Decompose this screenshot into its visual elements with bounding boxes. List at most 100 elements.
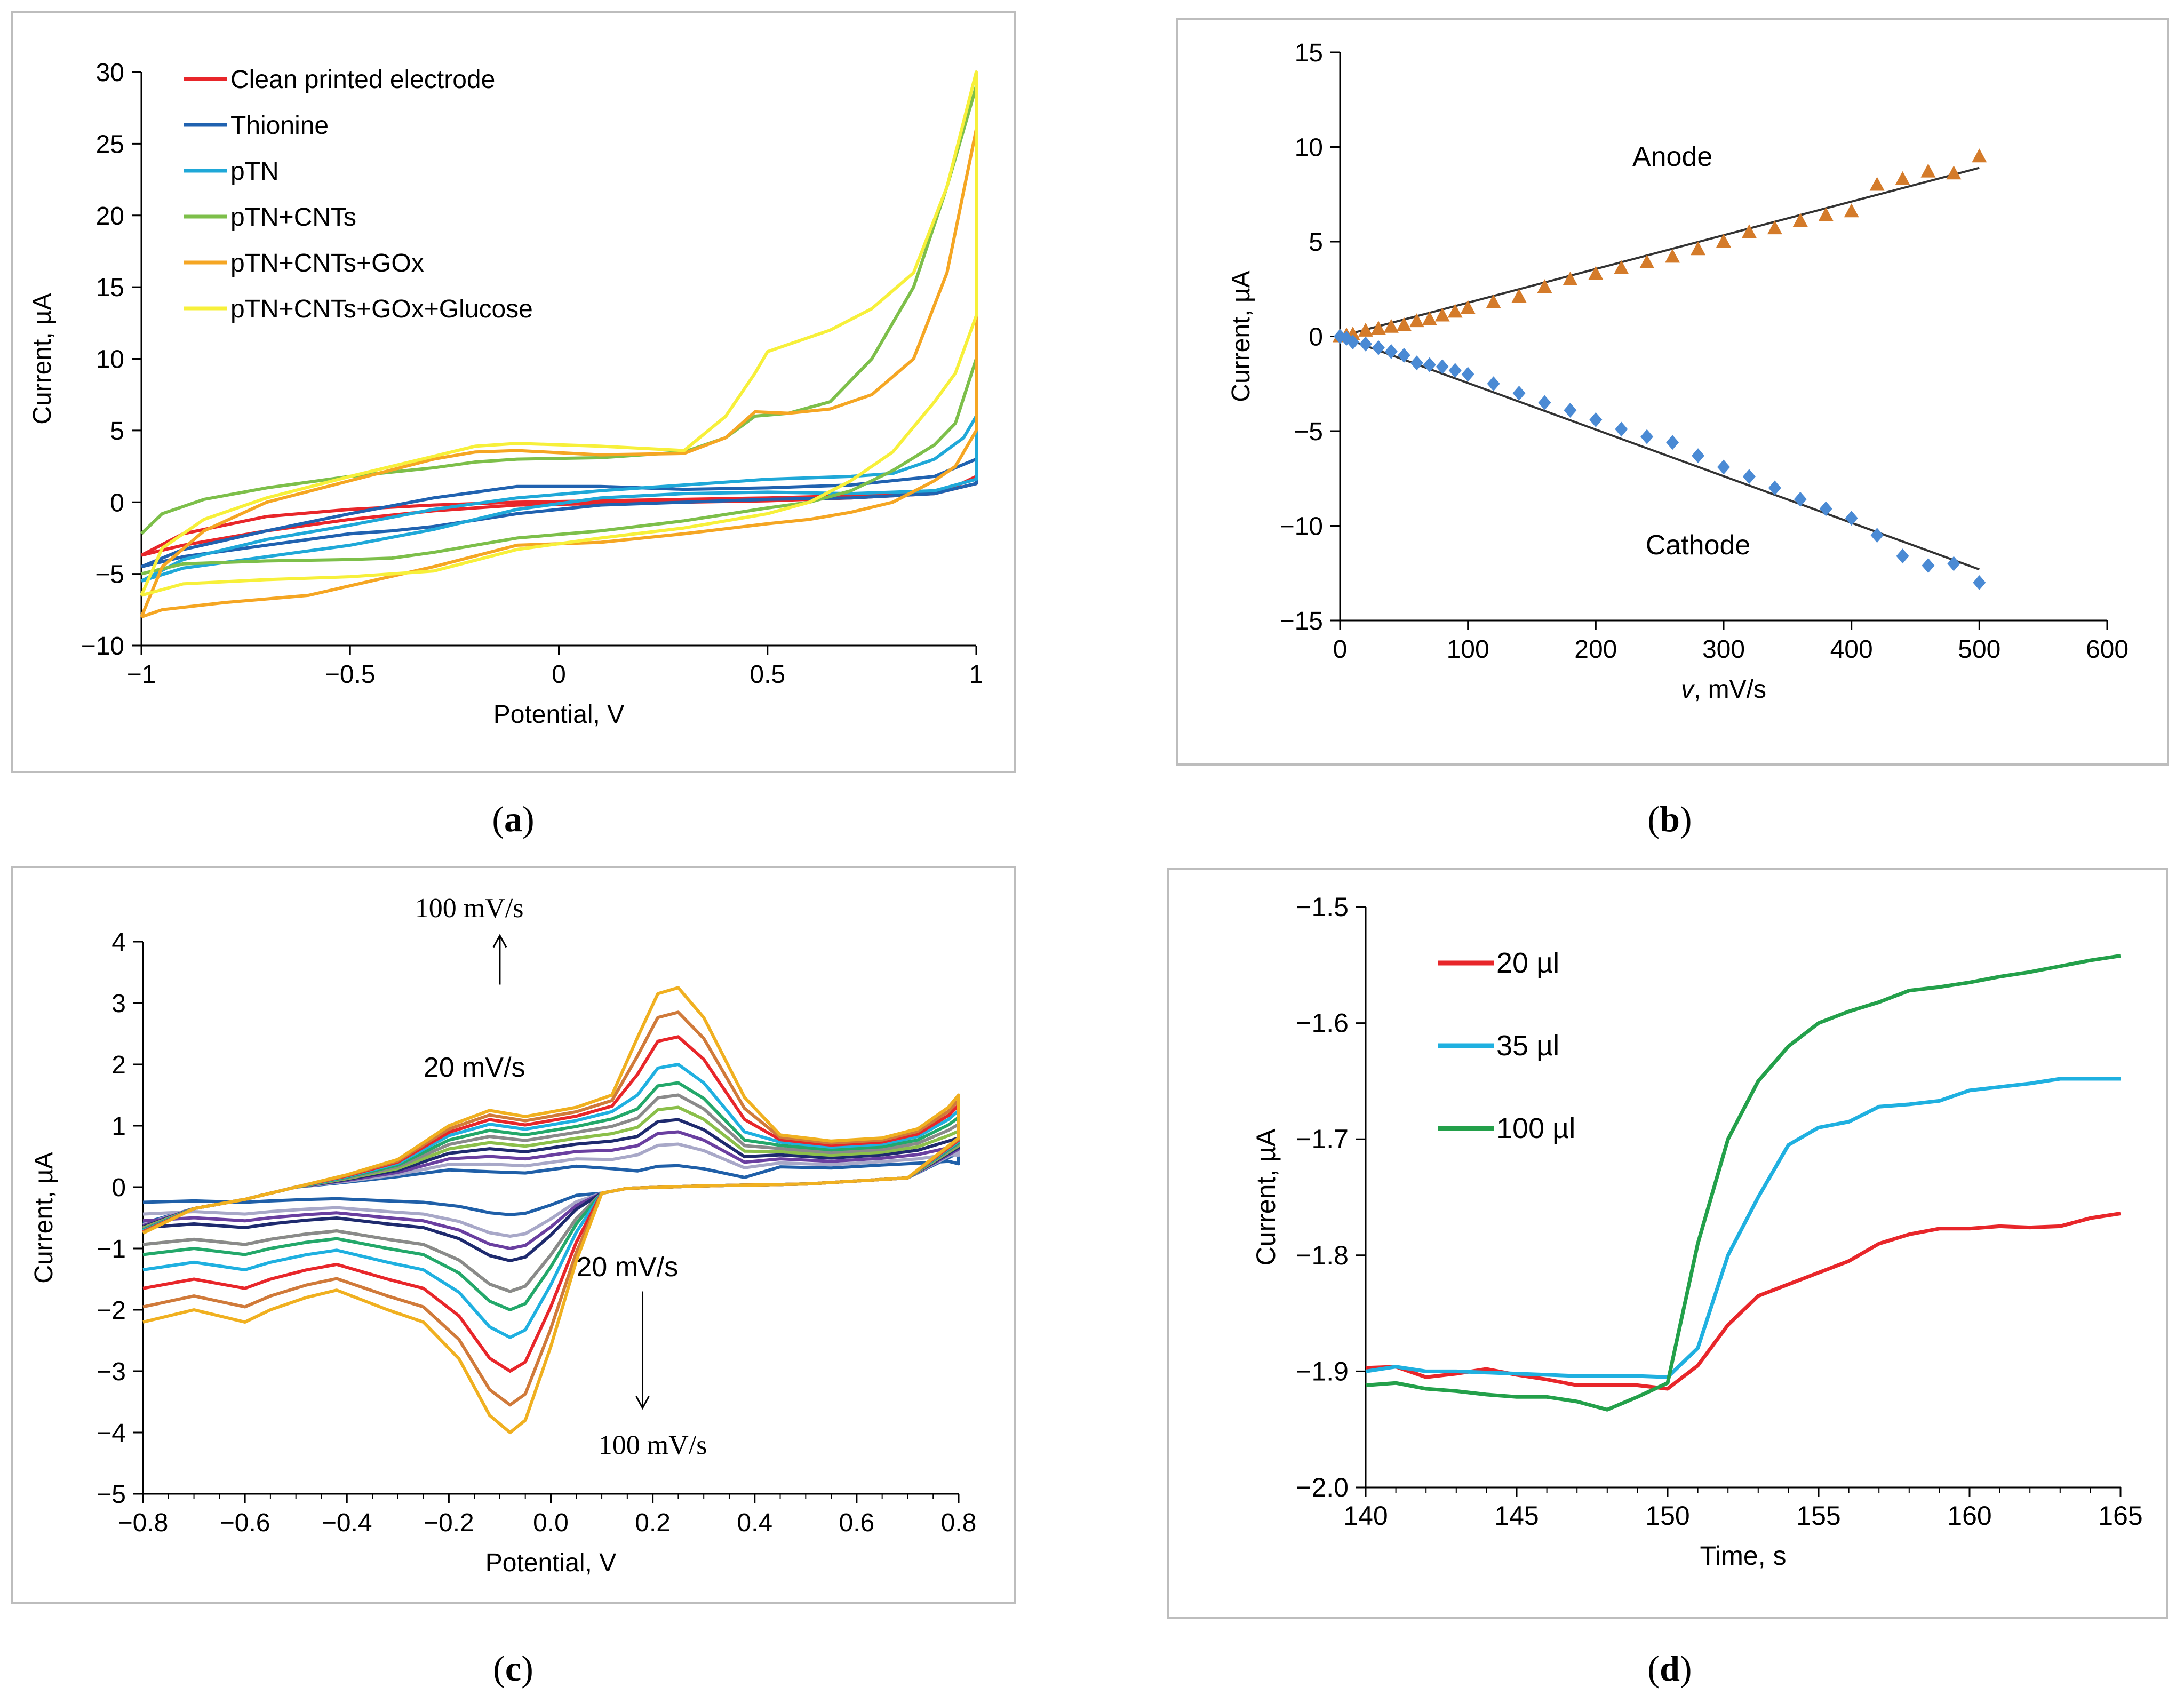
anode-point bbox=[1716, 234, 1731, 248]
y-tick-label: −1.9 bbox=[1296, 1356, 1349, 1386]
cathode-point bbox=[1410, 355, 1423, 371]
annotation-arrowhead bbox=[492, 934, 507, 948]
anode-point bbox=[1460, 300, 1476, 314]
cathode-point bbox=[1742, 469, 1756, 484]
cv-curve-70-mv-s bbox=[142, 1093, 960, 1293]
anode-point bbox=[1383, 319, 1399, 333]
y-tick-label: 15 bbox=[1295, 39, 1323, 67]
cathode-point bbox=[1538, 395, 1551, 410]
cathode-point bbox=[1947, 556, 1960, 571]
y-tick-label: −4 bbox=[97, 1419, 126, 1447]
x-axis-label: Potential, V bbox=[493, 701, 624, 729]
cv-curve-90-mv-s bbox=[142, 1035, 960, 1373]
cathode-point bbox=[1372, 340, 1385, 355]
x-tick-label: 0.5 bbox=[750, 661, 785, 689]
panel-b-caption: (b) bbox=[1647, 799, 1692, 839]
anode-point bbox=[1665, 249, 1680, 263]
x-tick-label: 0 bbox=[552, 661, 566, 689]
annotation-20-mv-s: 20 mV/s bbox=[576, 1252, 678, 1283]
anode-point bbox=[1434, 307, 1450, 322]
annotation-cathode: Cathode bbox=[1646, 530, 1751, 561]
y-tick-label: −3 bbox=[97, 1358, 126, 1386]
y-tick-label: 0 bbox=[111, 1174, 126, 1202]
anode-point bbox=[1422, 311, 1437, 325]
anode-point bbox=[1946, 165, 1962, 180]
cathode-point bbox=[1615, 421, 1628, 437]
y-tick-label: 25 bbox=[96, 130, 124, 158]
panel-b-chart: −15 −10 −5 0 5 10 15 0 100 200 300 400 500 600 v, mV/s… bbox=[1227, 39, 2129, 704]
annotation-20-mv-s: 20 mV/s bbox=[424, 1052, 525, 1083]
anode-point bbox=[1869, 177, 1885, 191]
cathode-point bbox=[1461, 367, 1474, 382]
x-axis-label: v, mV/s bbox=[1681, 675, 1766, 704]
y-tick-label: −2 bbox=[97, 1296, 126, 1325]
x-tick-label: 150 bbox=[1645, 1501, 1689, 1531]
x-tick-label: −0.8 bbox=[118, 1509, 169, 1537]
x-tick-label: −0.6 bbox=[220, 1509, 270, 1537]
cathode-point bbox=[1819, 501, 1832, 516]
cathode-point bbox=[1768, 480, 1781, 496]
y-tick-label: −1 bbox=[97, 1235, 126, 1263]
anode-point bbox=[1920, 163, 1936, 178]
cathode-point bbox=[1346, 335, 1359, 350]
cathode-point bbox=[1564, 402, 1577, 418]
cathode-point bbox=[1973, 575, 1986, 590]
panel-d-chart: −2.0 −1.9 −1.8 −1.7 −1.6 −1.5 140 145 150 155 160 1… bbox=[1251, 892, 2143, 1571]
legend-label-ptn-cnts-gox: pTN+CNTs+GOx bbox=[230, 249, 424, 277]
anode-point bbox=[1537, 279, 1552, 293]
x-tick-label: 600 bbox=[2086, 635, 2129, 664]
x-tick-label: 300 bbox=[1702, 635, 1745, 664]
panel-c-chart: −5 −4 −3 −2 −1 0 1 2 3 4 −0.8 −0.6 −0.4 −0.2 0.0 0.2 0.4… bbox=[30, 893, 976, 1577]
x-tick-label: −0.2 bbox=[424, 1509, 474, 1537]
y-tick-label: −5 bbox=[1294, 418, 1323, 446]
x-tick-label: −0.5 bbox=[325, 661, 376, 689]
anode-point bbox=[1358, 322, 1373, 337]
y-tick-label: 5 bbox=[1309, 228, 1323, 257]
cv-curve-50-mv-s bbox=[142, 1118, 960, 1262]
cathode-point bbox=[1512, 386, 1526, 401]
y-tick-label: 10 bbox=[1295, 134, 1323, 162]
anode-point bbox=[1486, 294, 1501, 308]
legend-label-20-l: 20 µl bbox=[1496, 947, 1559, 979]
annotation-arrowhead bbox=[635, 1396, 650, 1410]
legend-label-thionine: Thionine bbox=[230, 112, 329, 140]
fit-line-cathode-fit bbox=[1340, 335, 1980, 571]
x-tick-label: 500 bbox=[1958, 635, 2000, 664]
legend-label-35-l: 35 µl bbox=[1496, 1030, 1559, 1062]
annotation-100-mv-s: 100 mV/s bbox=[599, 1430, 707, 1460]
anode-point bbox=[1396, 317, 1412, 331]
x-tick-label: 140 bbox=[1343, 1501, 1388, 1531]
panel-d-caption: (d) bbox=[1647, 1648, 1692, 1689]
panel-a-caption: (a) bbox=[492, 799, 534, 839]
x-axis-label: Potential, V bbox=[485, 1549, 616, 1577]
cathode-point bbox=[1692, 448, 1705, 464]
x-tick-label: 200 bbox=[1574, 635, 1617, 664]
cathode-point bbox=[1359, 336, 1372, 352]
anode-point bbox=[1614, 260, 1629, 274]
series-line-100-l bbox=[1365, 953, 2121, 1412]
anode-point bbox=[1639, 254, 1655, 269]
x-tick-label: 0.2 bbox=[635, 1509, 671, 1537]
cathode-point bbox=[1448, 363, 1462, 378]
y-tick-label: 3 bbox=[111, 990, 126, 1018]
anode-point bbox=[1792, 212, 1808, 227]
series-line-ptn-cnts-gox bbox=[140, 128, 978, 619]
y-tick-label: 4 bbox=[111, 928, 126, 957]
series-line-ptn bbox=[140, 415, 978, 583]
y-tick-label: 30 bbox=[96, 59, 124, 87]
anode-point bbox=[1447, 304, 1463, 318]
series-line-20-l bbox=[1365, 1212, 2121, 1391]
cathode-point bbox=[1717, 459, 1730, 475]
anode-point bbox=[1844, 203, 1859, 218]
cathode-point bbox=[1922, 558, 1935, 574]
series-line-ptn-cnts bbox=[140, 84, 978, 576]
anode-point bbox=[1691, 241, 1706, 256]
cathode-point bbox=[1870, 528, 1884, 543]
y-tick-label: −1.7 bbox=[1296, 1124, 1349, 1154]
y-tick-label: 1 bbox=[111, 1112, 126, 1141]
cv-curve-80-mv-s bbox=[142, 1081, 960, 1311]
series-line-thionine bbox=[140, 457, 978, 569]
anode-point bbox=[1370, 321, 1386, 335]
x-axis-label: Time, s bbox=[1700, 1541, 1786, 1571]
